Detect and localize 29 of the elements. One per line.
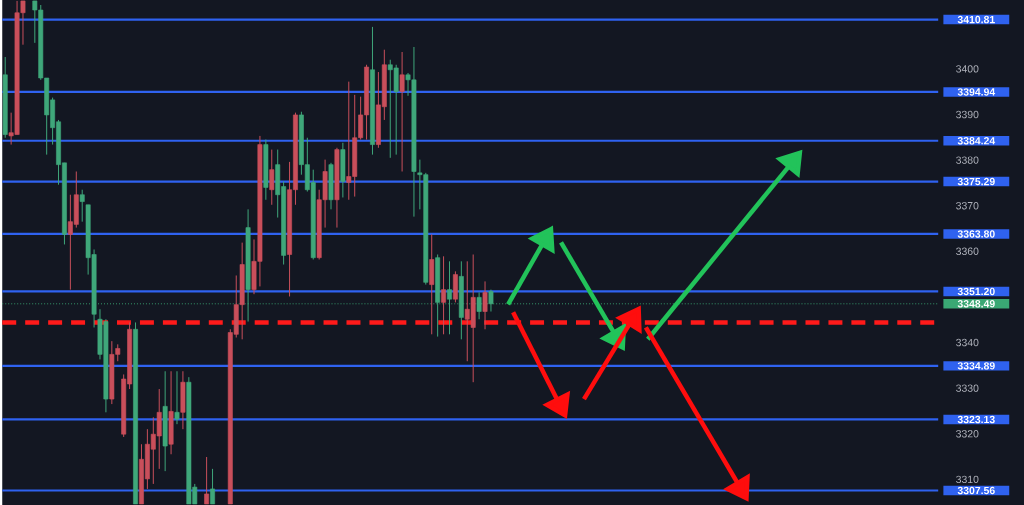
candlestick (174, 370, 180, 425)
candlestick (79, 189, 85, 223)
candlestick (476, 291, 482, 320)
candlestick (447, 260, 452, 335)
ref-line-label: 3384.24 (957, 137, 996, 145)
ref-line-label: 3348.49 (957, 300, 995, 308)
y-tick-label: 3330 (956, 384, 979, 392)
candlestick (482, 280, 488, 330)
ref-line-label: 3363.80 (957, 230, 995, 238)
y-tick-label: 3380 (956, 156, 979, 164)
y-tick-label: 3320 (956, 430, 979, 438)
candlestick (441, 255, 446, 335)
y-tick-label: 3310 (956, 475, 979, 484)
ref-line-label: 3351.20 (957, 287, 995, 296)
ref-line-label: 3394.94 (957, 88, 996, 96)
ref-line-label: 3307.56 (957, 486, 995, 495)
candlestick (269, 149, 275, 206)
ref-line-label: 3410.81 (957, 15, 995, 24)
candlestick (204, 456, 210, 505)
candlestick (399, 51, 405, 173)
y-tick-label: 3390 (956, 110, 979, 119)
candlestick (210, 468, 215, 505)
y-tick-label: 3360 (956, 247, 979, 256)
y-tick-label: 3400 (956, 65, 979, 73)
y-tick-label: 3370 (956, 202, 979, 210)
y-tick-label: 3340 (956, 338, 979, 347)
ref-line-label: 3334.89 (957, 362, 995, 370)
ref-line-label: 3323.13 (957, 415, 995, 424)
ref-line-label: 3375.29 (957, 177, 995, 186)
